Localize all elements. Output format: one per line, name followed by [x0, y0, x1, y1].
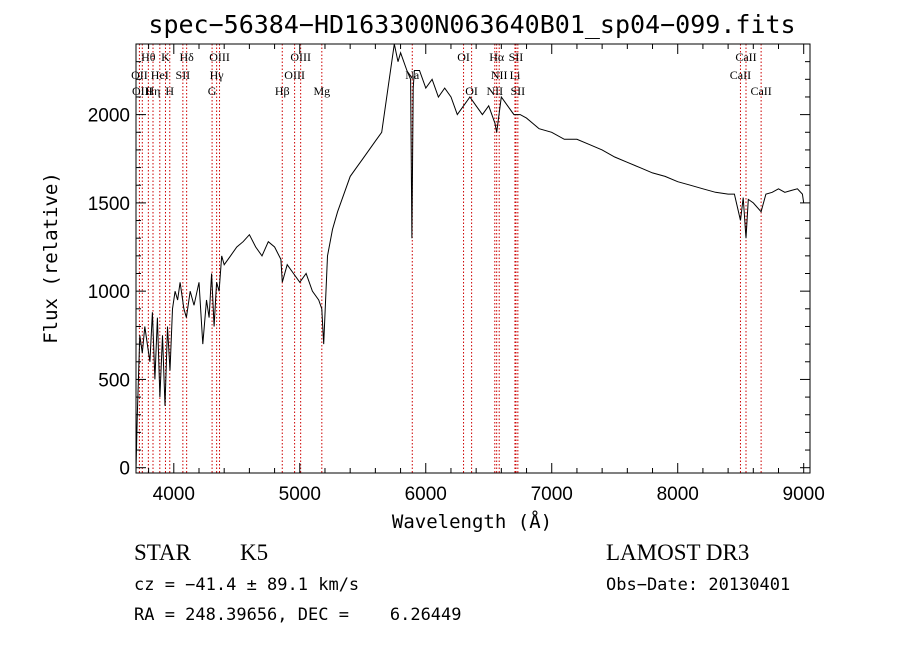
- object-class: STAR: [134, 540, 192, 565]
- line-label: G: [208, 84, 217, 98]
- x-tick-label: 5000: [279, 484, 321, 505]
- y-tick-label: 500: [98, 370, 130, 391]
- line-label: K: [161, 50, 170, 64]
- line-labels: Hθ K Hδ OIII OIII OI Hα SII CaII OII HeI SII Hγ OIII N…: [131, 50, 772, 98]
- line-label: HeI: [151, 68, 169, 82]
- x-tick-label: 6000: [405, 484, 447, 505]
- line-markers: [138, 44, 762, 473]
- line-label: Mg: [313, 84, 330, 98]
- line-label: Hδ: [179, 50, 194, 64]
- line-label: Hα: [489, 50, 505, 64]
- line-label: NII: [486, 84, 503, 98]
- line-label: H: [165, 84, 174, 98]
- line-label: OII: [131, 68, 148, 82]
- line-label: OIII: [290, 50, 311, 64]
- line-label: OIII: [209, 50, 230, 64]
- chart-title: spec−56384−HD163300N063640B01_sp04−099.f…: [148, 10, 795, 39]
- survey-name: LAMOST DR3: [606, 540, 749, 565]
- line-label: CaII: [750, 84, 771, 98]
- line-label: Hη: [146, 84, 161, 98]
- line-label: SII: [176, 68, 191, 82]
- object-subclass: K5: [240, 540, 268, 565]
- line-label: NII: [491, 68, 508, 82]
- x-tick-label: 9000: [783, 484, 825, 505]
- line-label: OI: [465, 84, 478, 98]
- line-label: SII: [511, 84, 526, 98]
- x-tick-label: 7000: [531, 484, 573, 505]
- line-label: CaII: [735, 50, 756, 64]
- line-label: SII: [509, 50, 524, 64]
- x-axis-ticks: 4000 5000 6000 7000 8000 9000: [148, 44, 825, 505]
- line-label: CaII: [730, 68, 751, 82]
- line-label: Li: [510, 68, 521, 82]
- y-axis-ticks: 0 500 1000 1500 2000: [88, 61, 810, 480]
- line-label: Na: [405, 68, 420, 82]
- y-tick-label: 1500: [88, 194, 130, 215]
- line-label: Hβ: [275, 84, 290, 98]
- line-label: OIII: [284, 68, 305, 82]
- x-tick-label: 8000: [657, 484, 699, 505]
- y-tick-label: 2000: [88, 106, 130, 127]
- line-label: OIII: [132, 84, 153, 98]
- line-label: Hθ: [141, 50, 156, 64]
- x-axis-label: Wavelength (Å): [392, 510, 552, 533]
- coordinates-text: RA = 248.39656, DEC = 6.26449: [134, 605, 462, 625]
- line-label: Hγ: [210, 68, 225, 82]
- x-tick-label: 4000: [153, 484, 195, 505]
- spectrum-line: [135, 43, 805, 472]
- y-tick-label: 1000: [88, 282, 130, 303]
- y-tick-label: 0: [119, 459, 130, 480]
- y-axis-label: Flux (relative): [40, 172, 62, 344]
- plot-frame: [135, 43, 811, 474]
- obs-date: Obs−Date: 20130401: [606, 575, 790, 595]
- redshift-text: cz = −41.4 ± 89.1 km/s: [134, 575, 359, 595]
- line-label: OI: [457, 50, 470, 64]
